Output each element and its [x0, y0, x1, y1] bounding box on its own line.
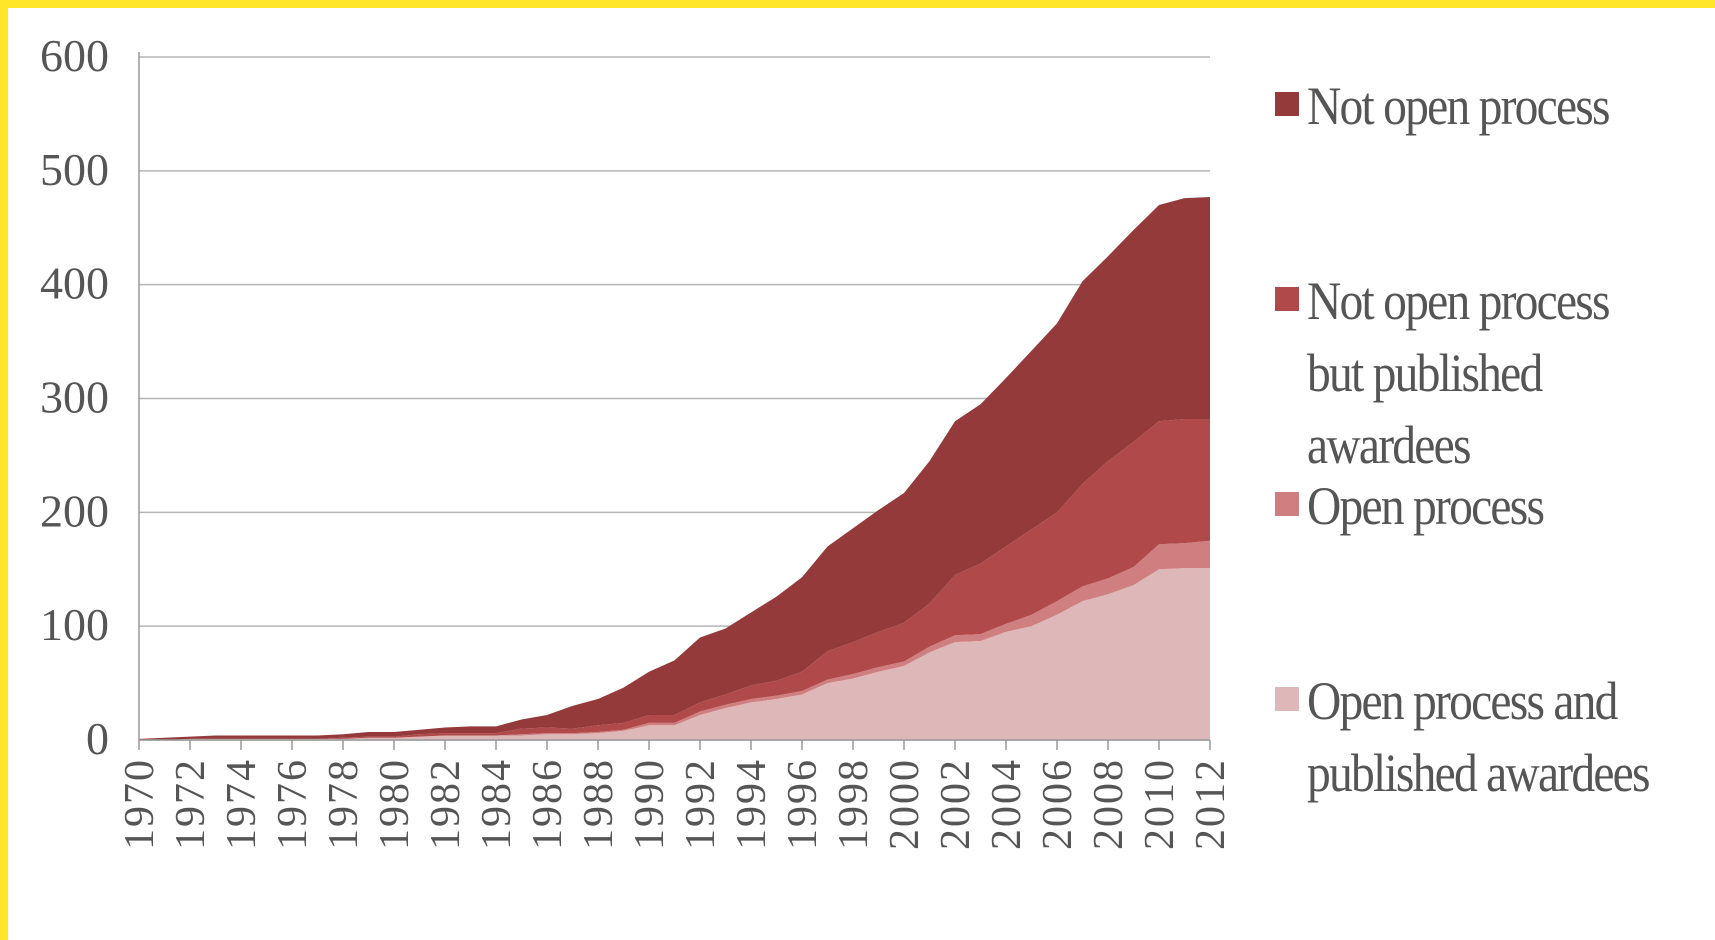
legend-swatch	[1275, 687, 1299, 711]
y-tick-label: 300	[40, 372, 109, 423]
y-tick-label: 400	[40, 258, 109, 309]
y-tick-label: 0	[86, 713, 109, 764]
x-tick-label: 2002	[933, 758, 979, 850]
area	[139, 418, 1210, 740]
area	[139, 568, 1210, 740]
legend-label: Not open process but published awardees	[1307, 271, 1611, 475]
legend-label: Open process	[1307, 476, 1545, 536]
x-tick-label: 1980	[372, 758, 418, 850]
legend-swatch	[1275, 492, 1299, 516]
x-tick-label: 1996	[780, 758, 826, 850]
legend-item: Not open process but published awardees	[1275, 265, 1707, 481]
y-tick-label: 500	[40, 144, 109, 195]
x-tick-label: 2000	[882, 758, 928, 850]
x-tick-label: 1976	[270, 758, 316, 850]
x-tick-label: 1988	[576, 758, 622, 850]
x-tick-label: 1972	[168, 758, 214, 850]
x-tick-label: 1986	[525, 758, 571, 850]
y-tick-label: 100	[40, 599, 109, 650]
x-tick-label: 1990	[627, 758, 673, 850]
y-tick-label: 600	[40, 30, 109, 81]
y-tick-label: 200	[40, 485, 109, 536]
legend-label: Open process and published awardees	[1307, 671, 1651, 803]
legend-label: Not open process	[1307, 76, 1611, 136]
legend-swatch	[1275, 92, 1299, 116]
x-tick-label: 2006	[1035, 758, 1081, 850]
x-tick-label: 2012	[1188, 758, 1234, 850]
legend-swatch	[1275, 287, 1299, 311]
x-tick-label: 1974	[219, 758, 265, 850]
x-tick-label: 2008	[1086, 758, 1132, 850]
x-tick-label: 1984	[474, 758, 520, 850]
x-tick-label: 1994	[729, 758, 775, 850]
x-tick-label: 2004	[984, 758, 1030, 850]
legend-item: Open process	[1275, 470, 1707, 542]
x-tick-label: 1992	[678, 758, 724, 850]
x-tick-label: 1978	[321, 758, 367, 850]
x-tick-label: 1982	[423, 758, 469, 850]
legend-item: Not open process	[1275, 70, 1707, 142]
x-tick-label: 1998	[831, 758, 877, 850]
legend-item: Open process and published awardees	[1275, 665, 1707, 809]
x-tick-label: 1970	[117, 758, 163, 850]
area	[139, 197, 1210, 740]
x-tick-label: 2010	[1137, 758, 1183, 850]
